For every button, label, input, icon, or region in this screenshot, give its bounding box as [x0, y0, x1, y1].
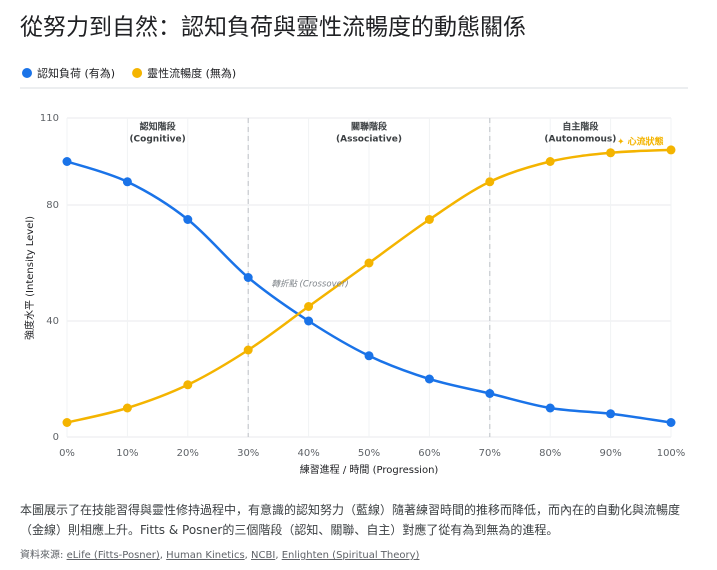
source-link[interactable]: Enlighten (Spiritual Theory) [281, 550, 420, 561]
x-tick-label: 90% [599, 448, 621, 459]
point [485, 177, 495, 187]
y-tick-label: 0 [53, 432, 59, 443]
point [364, 258, 374, 268]
point [666, 418, 676, 427]
x-tick-label: 30% [237, 448, 259, 459]
point [666, 145, 676, 155]
separator: , [244, 550, 248, 561]
separator: , [159, 550, 163, 561]
point [364, 351, 374, 361]
point [183, 380, 193, 390]
point [243, 273, 253, 282]
phase-name: 認知階段 [140, 121, 177, 133]
sources: 資料來源: eLife (Fitts-Posner), Human Kineti… [20, 546, 419, 561]
point [62, 418, 72, 427]
point [485, 389, 495, 398]
point [62, 157, 72, 166]
legend-label: 認知負荷 (有為) [37, 66, 115, 80]
line [66, 160, 672, 424]
source-link[interactable]: NCBI [251, 550, 276, 561]
y-tick-label: 40 [46, 316, 59, 327]
x-tick-label: 60% [418, 448, 440, 459]
legend-marker [22, 68, 32, 78]
crossover-note: 轉折點 (Crossover) [271, 279, 348, 290]
x-axis-label: 練習進程 / 時間 (Progression) [300, 463, 439, 476]
point [243, 345, 253, 355]
x-tick-label: 70% [479, 448, 501, 459]
x-tick-label: 40% [297, 448, 319, 459]
x-tick-label: 100% [657, 448, 686, 459]
phase-name: 關聯階段 [351, 121, 388, 133]
legend-label: 靈性流暢度 (無為) [147, 66, 236, 80]
x-tick-label: 0% [59, 448, 75, 459]
point [183, 215, 193, 224]
source-link[interactable]: eLife (Fitts-Posner) [66, 550, 160, 561]
point [122, 403, 132, 413]
x-tick-label: 50% [358, 448, 380, 459]
phase-name: 自主階段 [562, 121, 599, 133]
source-link[interactable]: Human Kinetics [166, 550, 245, 561]
y-tick-label: 110 [40, 113, 59, 124]
point [606, 148, 616, 158]
phase-subtitle: (Autonomous) [544, 135, 616, 145]
flow-note: ✦ 心流狀態 [617, 136, 664, 148]
point [122, 177, 132, 187]
point [304, 302, 314, 311]
point [304, 316, 314, 326]
point [606, 409, 616, 419]
chart-title: 從努力到自然：認知負荷與靈性流暢度的動態關係 [20, 15, 526, 41]
legend-marker [132, 68, 143, 78]
description: 本圖展示了在技能習得與靈性修持過程中，有意識的認知努力（藍線）隨著練習時間的推移… [20, 503, 681, 537]
point [424, 374, 434, 384]
point [545, 157, 555, 166]
chart: 從努力到自然：認知負荷與靈性流暢度的動態關係 練習進程 / 時間 (Progre… [20, 15, 688, 476]
point [424, 215, 434, 224]
separator: , [275, 550, 279, 561]
x-tick-label: 80% [539, 448, 561, 459]
sources-label: 資料來源: [20, 550, 64, 561]
phase-subtitle: (Cognitive) [129, 135, 185, 145]
y-axis-label: 強度水平 (Intensity Level) [23, 216, 36, 340]
x-tick-label: 20% [177, 448, 199, 459]
point [545, 403, 555, 413]
phase-subtitle: (Associative) [336, 135, 402, 145]
x-tick-label: 10% [116, 448, 138, 459]
y-tick-label: 80 [46, 200, 59, 211]
